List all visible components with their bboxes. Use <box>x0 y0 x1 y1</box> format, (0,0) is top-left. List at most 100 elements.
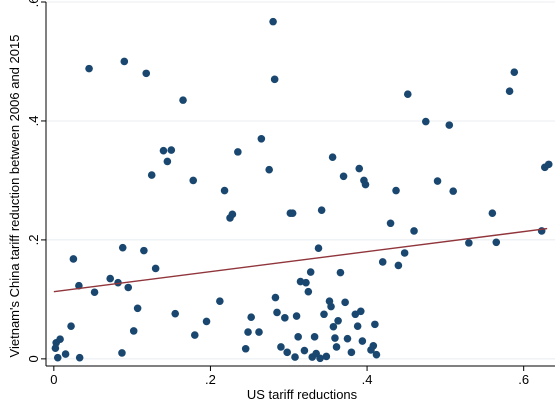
x-tick-label: .2 <box>205 372 216 387</box>
x-axis-title: US tariff reductions <box>247 387 358 402</box>
data-point <box>191 331 199 339</box>
y-tick-label: .6 <box>26 0 41 7</box>
data-point <box>70 255 78 263</box>
data-point <box>401 249 409 257</box>
data-point <box>395 262 403 270</box>
grid-lines <box>46 2 555 359</box>
data-point <box>318 206 326 214</box>
data-point <box>124 284 132 292</box>
data-point <box>171 310 179 318</box>
data-point <box>337 269 345 277</box>
data-point <box>465 239 473 247</box>
data-point <box>265 166 273 174</box>
data-point <box>140 247 148 255</box>
data-point <box>404 90 412 98</box>
data-point <box>91 288 99 296</box>
y-axis-title: Vietnam's China tariff reduction between… <box>7 35 22 358</box>
data-point <box>148 171 156 179</box>
data-point <box>281 314 289 322</box>
data-point <box>52 344 60 352</box>
data-point <box>357 307 365 315</box>
data-point <box>341 299 349 307</box>
data-point <box>449 187 457 195</box>
data-point <box>333 343 341 351</box>
data-point <box>152 265 160 273</box>
data-point <box>118 349 126 357</box>
data-points <box>52 18 553 362</box>
data-point <box>272 294 280 302</box>
data-point <box>311 333 319 341</box>
data-point <box>85 65 93 73</box>
data-point <box>334 317 342 325</box>
data-point <box>271 76 279 84</box>
data-point <box>269 18 277 26</box>
data-point <box>242 345 250 353</box>
data-point <box>422 118 430 126</box>
data-point <box>62 350 70 358</box>
data-point <box>320 310 328 318</box>
data-point <box>489 209 497 217</box>
data-point <box>301 347 309 355</box>
data-point <box>327 303 335 311</box>
data-point <box>106 275 114 283</box>
data-point <box>221 187 229 195</box>
x-tick-label: 0 <box>50 372 57 387</box>
data-point <box>130 327 138 335</box>
data-point <box>340 172 348 180</box>
data-point <box>510 68 518 76</box>
data-point <box>307 268 315 276</box>
x-tick-label: .6 <box>518 372 529 387</box>
data-point <box>370 342 378 350</box>
data-point <box>119 244 127 252</box>
data-point <box>302 279 310 287</box>
data-point <box>492 238 500 246</box>
data-point <box>67 322 75 330</box>
y-tick-label: 0 <box>26 355 41 362</box>
data-point <box>203 318 211 326</box>
data-point <box>294 333 302 341</box>
data-point <box>330 323 338 331</box>
data-point <box>283 349 291 357</box>
data-point <box>354 322 362 330</box>
data-point <box>445 121 453 129</box>
data-point <box>142 70 150 78</box>
axes: 0 .2 .4 .6 0 .2 .4 .6 <box>26 0 555 387</box>
data-point <box>289 209 297 217</box>
data-point <box>54 354 62 362</box>
y-tick-label: .4 <box>26 116 41 127</box>
data-point <box>258 135 266 143</box>
data-point <box>362 181 370 189</box>
data-point <box>545 161 553 169</box>
data-point <box>387 219 395 227</box>
data-point <box>373 351 381 359</box>
data-point <box>134 305 142 313</box>
data-point <box>216 297 224 305</box>
data-point <box>355 165 363 173</box>
data-point <box>234 148 242 156</box>
data-point <box>277 343 285 351</box>
data-point <box>305 288 313 296</box>
data-point <box>315 244 323 252</box>
data-point <box>179 96 187 104</box>
x-tick-label: .4 <box>362 372 373 387</box>
data-point <box>56 335 64 343</box>
data-point <box>379 258 387 266</box>
data-point <box>392 187 400 195</box>
data-point <box>506 87 514 95</box>
data-point <box>189 177 197 185</box>
data-point <box>293 312 301 320</box>
data-point <box>273 309 281 317</box>
data-point <box>323 353 331 361</box>
data-point <box>121 58 129 66</box>
data-point <box>359 337 367 345</box>
y-tick-label: .2 <box>26 234 41 245</box>
data-point <box>291 353 299 361</box>
data-point <box>371 321 379 329</box>
data-point <box>76 354 84 362</box>
data-point <box>167 146 175 154</box>
data-point <box>434 177 442 185</box>
data-point <box>331 334 339 342</box>
data-point <box>229 211 237 219</box>
data-point <box>247 313 255 321</box>
